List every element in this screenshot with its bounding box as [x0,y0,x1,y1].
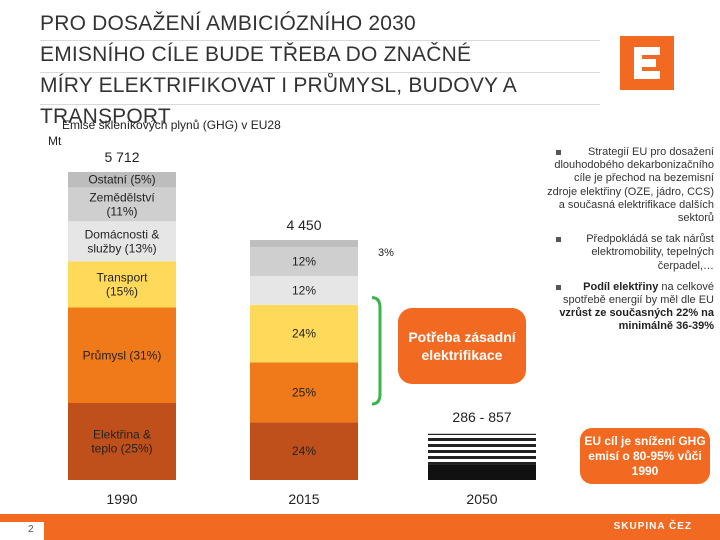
bullet-text: Předpokládá se tak nárůst elektromobilit… [586,233,714,272]
page-number: 2 [28,524,34,535]
bar-segment [250,276,358,305]
bar-total-label: 4 450 [286,217,321,233]
cez-logo-icon [620,36,674,90]
bullet-item: Strategií EU pro dosažení dlouhodobého d… [542,146,714,225]
bar-segment [68,307,176,403]
segment-label: Ostatní (5%) [88,173,155,187]
y-unit-label: Mt [48,134,62,148]
bullet-bold: Podíl elektřiny [583,280,659,293]
bar-segment [250,304,358,363]
page-title: PRO DOSAŽENÍ AMBICIÓZNÍHO 2030 EMISNÍHO … [40,8,600,132]
title-line: EMISNÍHO CÍLE BUDE TŘEBA DO ZNAČNÉ [40,43,472,66]
callout-text: EU cíl je snížení GHG emisí o 80-95% vůč… [584,433,706,478]
title-line: TRANSPORT [40,105,171,128]
title-line: PRO DOSAŽENÍ AMBICIÓZNÍHO 2030 [40,12,416,35]
title-rule [40,104,600,105]
bar-segment [68,221,176,262]
bar-segment [250,422,358,480]
bar-segment [68,172,176,188]
category-label: 1990 [106,491,137,507]
segment-label: Průmysl (31%) [83,348,162,362]
title-rule [40,40,600,41]
bullet-bold: vzrůst ze současných 22% na minimálně 36… [559,307,714,333]
bar-segment [68,187,176,222]
segment-label: Zemědělství (11%) [89,190,155,218]
segment-label: Domácnosti & služby (13%) [85,227,160,255]
title-rule [40,72,600,73]
page-number-box [0,522,44,540]
segment-label: 24% [292,444,316,458]
electrification-need-box: Potřeba zásadní elektrifikace [398,308,526,384]
segment-label: 3% [378,247,394,259]
bullet-item: Podíl elektřiny na celkové spotřebě ener… [542,281,714,334]
segment-label: 25% [292,385,316,399]
segment-label: 24% [292,327,316,341]
bar-segment [250,240,358,248]
eu-target-callout: EU cíl je snížení GHG emisí o 80-95% vůč… [580,428,710,484]
bullet-marker-icon [556,237,561,243]
bracket-shape [371,296,382,406]
bullet-text: na celkové spotřebě energií by měl dle E… [562,280,714,307]
bullet-marker-icon [556,150,561,155]
range-bar-lower [428,464,536,480]
bar-total-label: 5 712 [104,149,139,165]
bar-total-label: 286 - 857 [452,409,511,425]
bullet-item: Předpokládá se tak nárůst elektromobilit… [542,233,714,273]
segment-label: 12% [292,255,316,269]
segment-label: Transport (15%) [97,270,149,298]
bar-segment [68,403,176,480]
bullet-marker-icon [556,284,561,290]
bullet-list: Strategií EU pro dosažení dlouhodobého d… [542,146,714,342]
bar-segment [250,362,358,423]
category-label: 2050 [466,491,497,507]
category-label: 2015 [288,491,319,507]
footer-bar [0,514,720,540]
bar-segment [68,261,176,308]
segment-label: Elektřina & teplo (25%) [91,428,152,456]
brand-name: SKUPINA ČEZ [613,521,692,532]
bullet-text: Strategií EU pro dosažení dlouhodobého d… [547,146,714,225]
bar-segment [250,247,358,277]
range-bar-upper [428,433,536,465]
chart-title: Emise skleníkových plynů (GHG) v EU28 [62,118,281,132]
segment-label: 12% [292,283,316,297]
title-line: MÍRY ELEKTRIFIKOVAT I PRŮMYSL, BUDOVY A [40,74,517,97]
need-box-text: Potřeba zásadní elektrifikace [408,329,516,363]
